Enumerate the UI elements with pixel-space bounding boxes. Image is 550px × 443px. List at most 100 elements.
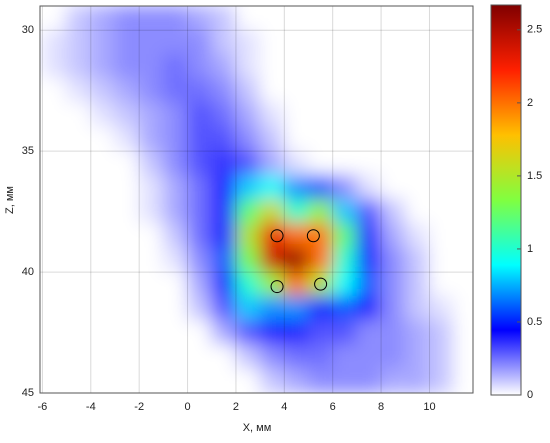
heat-cell (66, 150, 92, 176)
heat-cell (453, 295, 473, 321)
heat-cell (356, 6, 382, 31)
heat-cell (235, 150, 261, 176)
heat-cell (356, 53, 382, 80)
heat-cell (66, 368, 92, 393)
heat-cell (211, 53, 237, 80)
heat-cell (90, 344, 116, 370)
heat-cell (114, 53, 140, 80)
heat-cell (90, 271, 116, 297)
heat-cell (138, 247, 164, 273)
heat-cell (90, 368, 116, 393)
x-tick-label: 2 (233, 401, 239, 413)
heat-cell (162, 150, 189, 176)
heat-cell (90, 29, 116, 55)
heat-cell (453, 368, 473, 393)
heat-cell (332, 53, 358, 80)
heat-cell (187, 368, 213, 393)
heat-cell (308, 6, 334, 31)
heat-cell (41, 29, 68, 55)
heat-cell (138, 368, 164, 393)
heat-cell (332, 102, 358, 128)
heat-cell (235, 319, 261, 346)
heat-cell (187, 150, 213, 176)
y-tick-label: 35 (22, 145, 34, 157)
heat-cell (283, 53, 310, 80)
heat-cell (90, 199, 116, 225)
heat-cell (283, 78, 310, 104)
heat-cell (114, 295, 140, 321)
heat-cell (308, 102, 334, 128)
heat-cell (66, 6, 92, 31)
heat-cell (380, 102, 406, 128)
heat-cell (308, 368, 334, 393)
heat-cell (428, 271, 455, 297)
heat-cell (308, 223, 334, 249)
heat-cell (308, 126, 334, 152)
heat-cell (114, 6, 140, 31)
heat-cell (138, 53, 164, 80)
heat-cell (428, 295, 455, 321)
heat-cell (380, 199, 406, 225)
heat-cell (235, 78, 261, 104)
heat-cell (90, 78, 116, 104)
marker (270, 229, 284, 243)
heat-cell (404, 53, 430, 80)
heat-cell (356, 102, 382, 128)
heat-cell (259, 53, 285, 80)
heat-cell (356, 199, 382, 225)
heat-cell (428, 174, 455, 200)
heat-cell (283, 150, 310, 176)
heat-cell (259, 295, 285, 321)
heat-cell (453, 6, 473, 31)
heat-cell (90, 295, 116, 321)
heat-cell (114, 126, 140, 152)
heat-cell (259, 174, 285, 200)
heat-cell (211, 78, 237, 104)
heat-cell (187, 174, 213, 200)
heat-cell (428, 319, 455, 346)
x-tick-label: 10 (423, 401, 435, 413)
heat-cell (114, 150, 140, 176)
heat-cell (404, 344, 430, 370)
heat-cell (66, 174, 92, 200)
heat-cell (187, 271, 213, 297)
heat-cell (332, 6, 358, 31)
heat-cell (235, 295, 261, 321)
heat-cell (187, 319, 213, 346)
heat-cell (187, 247, 213, 273)
heat-cell (41, 78, 68, 104)
heat-cell (162, 126, 189, 152)
heat-cell (259, 6, 285, 31)
heat-cell (235, 29, 261, 55)
heat-cell (356, 29, 382, 55)
heat-cell (308, 295, 334, 321)
x-axis-label: X, мм (243, 422, 272, 434)
heat-cell (308, 78, 334, 104)
heat-cell (211, 295, 237, 321)
heat-cell (138, 295, 164, 321)
heat-cell (138, 6, 164, 31)
heat-cell (235, 6, 261, 31)
heat-cell (453, 126, 473, 152)
x-tick-label: 6 (330, 401, 336, 413)
heat-cell (380, 319, 406, 346)
heat-cell (404, 368, 430, 393)
heat-cell (332, 271, 358, 297)
heat-cell (283, 344, 310, 370)
heat-cell (66, 29, 92, 55)
heat-cell (66, 78, 92, 104)
heat-cell (332, 199, 358, 225)
heat-cell (66, 126, 92, 152)
heat-cell (332, 295, 358, 321)
heat-cell (380, 53, 406, 80)
heat-cell (453, 29, 473, 55)
heat-cell (187, 223, 213, 249)
heat-cell (211, 344, 237, 370)
heat-cell (428, 102, 455, 128)
heat-cell (235, 368, 261, 393)
heat-cell (453, 223, 473, 249)
colorbar-tick-label: 0.5 (527, 316, 542, 328)
heat-cell (428, 150, 455, 176)
grid (40, 6, 473, 394)
